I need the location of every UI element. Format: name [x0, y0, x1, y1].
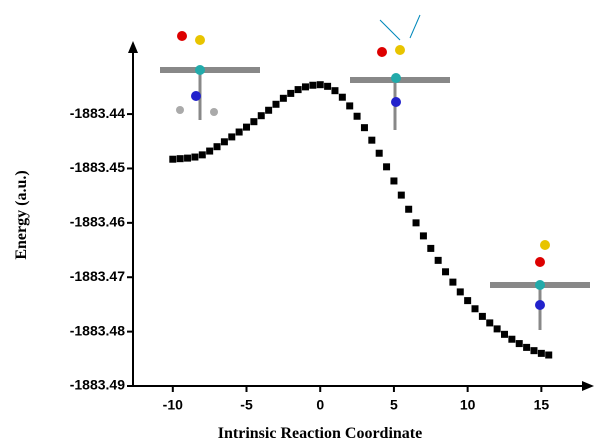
point: [515, 340, 523, 348]
point: [383, 163, 391, 171]
point: [427, 244, 435, 252]
point: [213, 143, 221, 151]
point: [301, 83, 309, 91]
point: [169, 155, 177, 163]
point: [272, 100, 280, 108]
point: [250, 118, 258, 126]
point: [419, 232, 427, 240]
y-tick-label: -1883.44: [70, 105, 125, 121]
point: [390, 177, 398, 185]
point: [471, 305, 479, 313]
point: [464, 297, 472, 305]
point: [353, 112, 361, 120]
point: [368, 136, 376, 144]
x-axis-arrow: [582, 381, 594, 391]
molecule-transition-state: [350, 14, 450, 130]
point: [316, 81, 324, 89]
point: [338, 93, 346, 101]
point: [184, 154, 192, 162]
point: [287, 89, 295, 97]
point: [191, 153, 199, 161]
point: [228, 133, 236, 141]
y-tick-label: -1883.48: [70, 322, 125, 338]
x-tick-label: 0: [316, 397, 324, 413]
x-tick-label: 5: [390, 397, 398, 413]
point: [434, 256, 442, 264]
y-tick-label: -1883.47: [70, 268, 125, 284]
molecule-reactant: [160, 31, 260, 120]
point: [265, 106, 273, 114]
x-tick-label: -5: [240, 397, 253, 413]
point: [206, 147, 214, 155]
point: [198, 151, 206, 159]
point: [478, 312, 486, 320]
point: [294, 86, 302, 94]
y-tick-label: -1883.46: [70, 214, 125, 230]
point: [397, 191, 405, 199]
point: [456, 288, 464, 296]
x-tick-label: -10: [163, 397, 183, 413]
point: [493, 325, 501, 333]
point: [346, 102, 354, 110]
point: [523, 343, 531, 351]
point: [176, 155, 184, 163]
point: [405, 205, 413, 213]
point: [412, 219, 420, 227]
point: [331, 87, 339, 95]
point: [375, 149, 383, 157]
point: [449, 278, 457, 286]
point: [508, 335, 516, 343]
y-tick-label: -1883.45: [70, 159, 125, 175]
point: [235, 128, 243, 136]
point: [537, 349, 545, 357]
y-axis-title: Energy (a.u.): [13, 170, 30, 259]
x-tick-label: 15: [534, 397, 550, 413]
point: [257, 112, 265, 120]
molecule-product: [490, 240, 590, 330]
y-tick-label: -1883.49: [70, 377, 125, 393]
point: [220, 138, 228, 146]
point: [545, 351, 553, 359]
point: [243, 123, 251, 131]
point: [442, 268, 450, 276]
point: [486, 319, 494, 327]
point: [279, 94, 287, 102]
y-axis-arrow: [128, 41, 138, 53]
point: [360, 124, 368, 132]
x-tick-label: 10: [460, 397, 476, 413]
point: [500, 330, 508, 338]
x-axis-title: Intrinsic Reaction Coordinate: [218, 425, 422, 442]
point: [530, 347, 538, 355]
point: [324, 82, 332, 90]
point: [309, 81, 317, 89]
